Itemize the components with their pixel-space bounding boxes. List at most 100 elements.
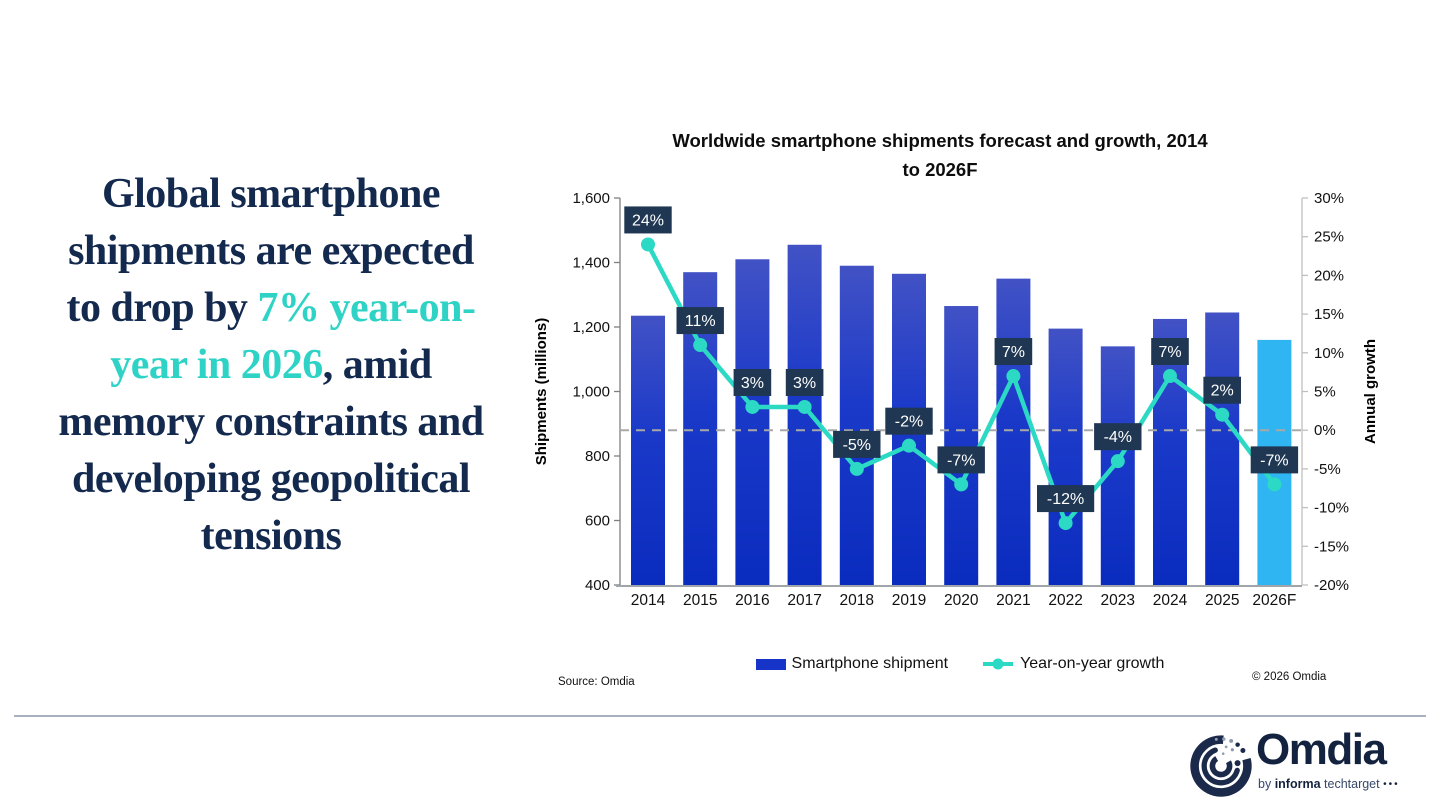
omdia-logo: Omdia by informa techtarget ••• (1188, 725, 1414, 803)
y-axis-right-tick-label: 20% (1314, 267, 1344, 284)
growth-marker (954, 477, 969, 492)
growth-label: 3% (793, 375, 816, 392)
y-axis-left-tick-label: 600 (585, 513, 610, 530)
chart-title: Worldwide smartphone shipments forecast … (520, 126, 1360, 184)
growth-label: -12% (1047, 491, 1084, 508)
shipment-bar (1048, 328, 1083, 585)
y-axis-left-tick-label: 1,400 (572, 255, 610, 272)
y-axis-right-tick-label: 10% (1314, 345, 1344, 362)
shipment-bar (944, 306, 979, 585)
y-axis-right-tick-label: 0% (1314, 422, 1336, 439)
copyright-note: © 2026 Omdia (1252, 671, 1327, 683)
x-axis-tick-label: 2018 (840, 592, 874, 609)
growth-label-box (885, 407, 933, 435)
growth-label: -7% (1260, 452, 1288, 469)
legend-label-growth: Year-on-year growth (1020, 655, 1165, 672)
headline-highlight: 7% year-on-year in 2026 (110, 285, 476, 388)
growth-marker (693, 338, 708, 353)
growth-marker (849, 461, 864, 476)
x-axis-tick-label: 2022 (1048, 592, 1082, 609)
byline-informa: informa (1274, 777, 1321, 791)
x-axis-tick-label: 2014 (631, 592, 666, 609)
growth-label-box (1203, 376, 1241, 404)
growth-label-box (1037, 485, 1095, 513)
x-axis-tick-label: 2023 (1101, 592, 1135, 609)
growth-label: 7% (1002, 344, 1025, 361)
growth-label: 7% (1158, 344, 1181, 361)
growth-marker (1267, 477, 1282, 492)
y-axis-right-tick-label: 25% (1314, 229, 1344, 246)
headline-part1: Global smartphone shipments are expected… (66, 171, 474, 331)
growth-marker (1058, 516, 1073, 531)
omdia-logo-icon (1190, 735, 1252, 797)
x-axis-tick-label: 2021 (996, 592, 1030, 609)
headline: Global smartphone shipments are expected… (48, 166, 494, 565)
growth-label-box (994, 338, 1033, 366)
growth-marker (1163, 369, 1177, 384)
growth-marker (902, 438, 916, 453)
omdia-logo-wordmark: Omdia (1256, 725, 1387, 774)
legend-item-growth: Year-on-year growth (982, 655, 1164, 673)
growth-label-box (937, 446, 985, 474)
omdia-logo-byline: by informa techtarget ••• (1258, 777, 1400, 791)
shipment-bar (1205, 312, 1240, 585)
y-axis-left-tick-label: 1,200 (572, 319, 610, 336)
growth-label-box (1250, 446, 1299, 474)
y-axis-right-tick-label: -20% (1314, 577, 1349, 594)
growth-label-box (624, 206, 672, 234)
shipment-bar (787, 244, 822, 585)
x-axis-tick-label: 2020 (944, 592, 979, 609)
byline-by: by (1258, 777, 1272, 791)
y-axis-right-tick-label: 15% (1314, 306, 1344, 323)
growth-label-box (676, 307, 724, 335)
y-axis-right-tick-label: 30% (1314, 190, 1344, 207)
y-axis-left-tick-label: 1,600 (572, 190, 610, 207)
y-axis-right-title: Annual growth (1362, 339, 1379, 444)
growth-swatch-icon (983, 658, 1014, 670)
y-axis-right-tick-label: -15% (1314, 538, 1349, 555)
growth-label: -2% (895, 414, 923, 431)
chart-canvas: 400 600 800 1,000 1,200 1,400 1,600 -20% -15% -10… (533, 190, 1379, 609)
growth-label-box (1151, 338, 1189, 366)
x-axis-tick-label: 2025 (1205, 592, 1239, 609)
y-axis-right-tick-label: -10% (1314, 500, 1349, 517)
x-axis-tick-label: 2024 (1153, 592, 1188, 609)
chart-legend: Smartphone shipment Year-on-year growth (520, 651, 1400, 677)
growth-label: -4% (1104, 429, 1132, 446)
byline-techtarget: techtarget (1324, 777, 1380, 791)
growth-marker (745, 399, 760, 414)
x-axis-tick-label: 2017 (787, 592, 821, 609)
growth-marker (1215, 407, 1230, 422)
shipment-bar (631, 315, 665, 585)
byline-dots-icon: ••• (1383, 779, 1400, 790)
shipment-bar (735, 259, 770, 585)
source-note: Source: Omdia (558, 676, 635, 688)
y-axis-left-title: Shipments (millions) (533, 318, 550, 466)
legend-label-shipment: Smartphone shipment (791, 655, 949, 672)
growth-marker (1110, 454, 1125, 469)
growth-label: 3% (741, 375, 764, 392)
shipment-bar (839, 265, 874, 585)
shipment-bar (996, 278, 1031, 585)
y-axis-right-tick-label: 5% (1314, 384, 1336, 401)
y-axis-left-tick-label: 800 (585, 448, 610, 465)
growth-label: 2% (1211, 383, 1234, 400)
growth-label: 11% (685, 313, 716, 330)
chart-title-line1: Worldwide smartphone shipments forecast … (672, 130, 1208, 151)
x-axis-tick-label: 2015 (683, 592, 717, 609)
x-axis-tick-label: 2019 (892, 592, 926, 609)
x-axis-tick-label: 2026F (1252, 592, 1296, 609)
y-axis-right-tick-label: -5% (1314, 461, 1341, 478)
growth-label-box (733, 368, 772, 396)
footer-divider (14, 715, 1426, 717)
legend-item-shipment: Smartphone shipment (755, 655, 949, 673)
growth-label: -7% (947, 452, 975, 469)
headline-part2: , amid memory constraints and developing… (58, 342, 484, 559)
chart-title-line2: to 2026F (902, 159, 978, 180)
y-axis-left-tick-label: 400 (585, 577, 610, 594)
growth-marker (641, 237, 655, 252)
growth-marker (1006, 369, 1021, 384)
growth-label: 24% (632, 212, 664, 229)
growth-label-box (1094, 423, 1142, 451)
growth-label: -5% (843, 437, 871, 454)
